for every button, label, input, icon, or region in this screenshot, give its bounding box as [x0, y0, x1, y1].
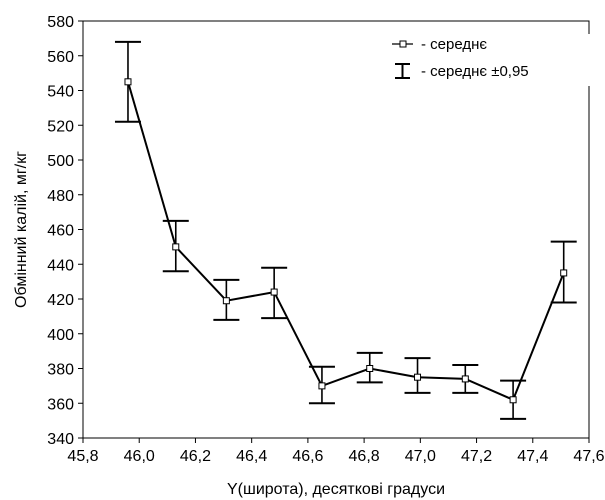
legend-ci-label: - середнє ±0,95: [421, 63, 529, 80]
data-point: [414, 373, 422, 381]
data-point: [172, 243, 180, 251]
y-tick-label: 340: [47, 431, 74, 448]
y-tick-label: 520: [47, 118, 74, 135]
legend-mean-marker: [399, 40, 407, 48]
y-tick-label: 560: [47, 49, 74, 66]
x-axis-title: Y(широта), десяткові градуси: [227, 481, 445, 498]
y-tick-label: 440: [47, 257, 74, 274]
y-tick-label: 540: [47, 84, 74, 101]
series-line: [127, 81, 565, 402]
data-point: [318, 382, 326, 390]
data-point: [366, 365, 374, 372]
plot-area: [114, 40, 577, 420]
data-point: [560, 269, 568, 277]
x-tick-label: 46,0: [124, 448, 155, 465]
y-tick-label: 500: [47, 153, 74, 170]
data-point: [222, 297, 230, 305]
x-tick-label: 47,6: [573, 448, 604, 465]
x-tick-label: 45,8: [67, 448, 98, 465]
y-tick-label: 400: [47, 327, 74, 344]
x-tick-label: 47,0: [405, 448, 436, 465]
x-tick-label: 47,4: [517, 448, 548, 465]
x-tick-label: 46,4: [236, 448, 267, 465]
x-tick-label: 47,2: [461, 448, 492, 465]
x-tick-label: 46,6: [292, 448, 323, 465]
legend-mean-label: - середнє: [421, 36, 487, 53]
y-tick-label: 480: [47, 188, 74, 205]
y-tick-label: 380: [47, 362, 74, 379]
axes: 340 360 380 400 420 440 460 480 500 520 540 560 580 4…: [13, 14, 605, 498]
y-tick-label: 460: [47, 223, 74, 240]
y-axis-title: Обмінний калій, мг/кг: [13, 151, 30, 308]
data-point: [509, 396, 517, 404]
y-tick-label: 360: [47, 396, 74, 413]
data-point: [461, 375, 469, 383]
x-tick-label: 46,8: [349, 448, 380, 465]
y-tick-label: 420: [47, 292, 74, 309]
legend: - середнє - середнє ±0,95: [372, 34, 590, 86]
y-tick-label: 580: [47, 14, 74, 31]
x-tick-label: 46,2: [180, 448, 211, 465]
data-point: [270, 288, 278, 296]
data-point: [124, 78, 132, 86]
